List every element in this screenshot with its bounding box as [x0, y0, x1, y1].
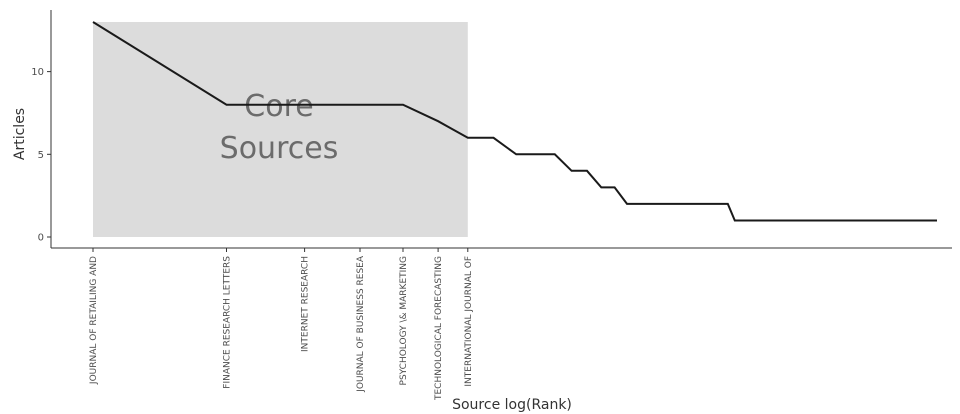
core-label-line1: Core [244, 89, 313, 124]
y-axis-title: Articles [12, 108, 28, 160]
y-tick-label: 5 [38, 150, 44, 161]
y-tick-label: 0 [38, 233, 44, 244]
core-label-line2: Sources [220, 131, 339, 166]
y-tick-label: 10 [31, 67, 44, 78]
x-tick-label: INTERNATIONAL JOURNAL OF [464, 256, 474, 387]
x-tick-label: TECHNOLOGICAL FORECASTING [434, 256, 444, 401]
x-axis: JOURNAL OF RETAILING AND FINANCE RESEARCH… [51, 247, 952, 401]
x-tick-label: JOURNAL OF BUSINESS RESEA [356, 255, 366, 393]
x-tick-label: PSYCHOLOGY \& MARKETING [399, 256, 409, 386]
x-tick-label: JOURNAL OF RETAILING AND [89, 256, 99, 385]
y-axis: 0 5 10 [31, 10, 52, 248]
series-line [92, 21, 937, 222]
x-tick-label: INTERNET RESEARCH [301, 256, 311, 352]
core-sources-zone [93, 22, 468, 237]
x-tick-label: FINANCE RESEARCH LETTERS [223, 256, 233, 389]
x-axis-title: Source log(Rank) [452, 397, 572, 413]
